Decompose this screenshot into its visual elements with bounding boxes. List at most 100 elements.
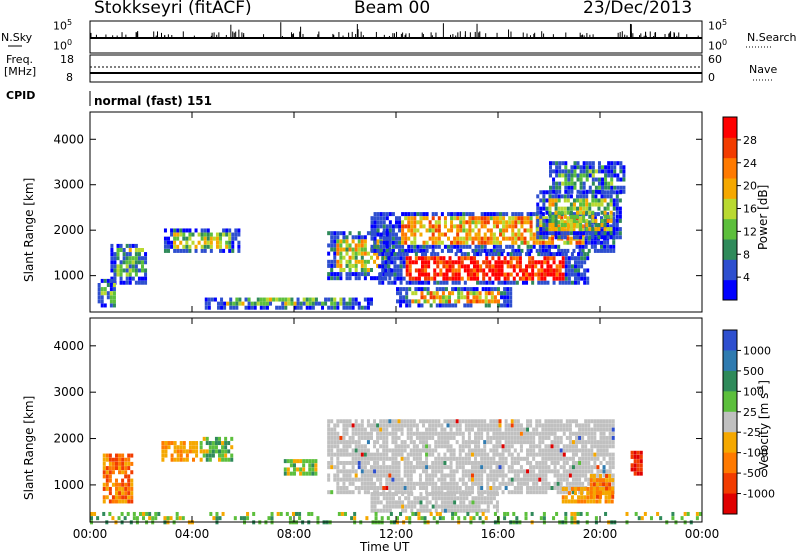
- velocity-cell: [584, 465, 588, 470]
- velocity-cell: [127, 482, 131, 487]
- velocity-cell: [474, 473, 478, 478]
- velocity-cell: [522, 440, 526, 445]
- power-cell: [424, 268, 428, 273]
- velocity-cell: [605, 435, 609, 440]
- velocity-cell: [516, 427, 520, 432]
- velocity-cell: [354, 477, 358, 482]
- power-cell: [379, 244, 383, 249]
- velocity-cell: [379, 444, 383, 449]
- power-cell: [492, 232, 496, 237]
- velocity-cell: [504, 444, 508, 449]
- velocity-cell: [270, 511, 274, 516]
- power-cell: [405, 295, 409, 300]
- velocity-cell: [431, 435, 435, 440]
- velocity-cell: [547, 444, 551, 449]
- power-cell: [539, 190, 543, 195]
- power-cell: [612, 198, 616, 203]
- velocity-cell: [350, 516, 354, 521]
- power-cell: [509, 260, 513, 265]
- velocity-cell: [354, 452, 358, 457]
- velocity-cell: [562, 427, 566, 432]
- power-cell: [213, 297, 217, 302]
- power-cell: [557, 214, 561, 219]
- power-cell: [544, 216, 548, 221]
- power-cell: [528, 252, 532, 257]
- velocity-cell: [547, 427, 551, 432]
- velocity-cell: [388, 500, 392, 505]
- velocity-cell: [562, 456, 566, 461]
- power-cell: [203, 236, 207, 241]
- velocity-cell: [477, 444, 481, 449]
- power-cell: [555, 272, 559, 277]
- velocity-cell: [398, 500, 402, 505]
- power-cell: [393, 276, 397, 281]
- power-cell: [618, 227, 622, 232]
- velocity-cell: [529, 486, 533, 491]
- power-cell: [489, 212, 493, 217]
- velocity-cell: [373, 492, 377, 497]
- power-cell: [476, 264, 480, 269]
- velocity-cell: [370, 492, 374, 497]
- velocity-cell: [495, 465, 499, 470]
- power-cell: [549, 185, 552, 190]
- velocity-cell: [409, 448, 413, 453]
- power-cell: [176, 244, 180, 249]
- power-cell: [427, 276, 431, 281]
- velocity-cell: [440, 469, 444, 474]
- velocity-cell: [443, 460, 447, 465]
- power-cell: [480, 240, 484, 245]
- velocity-cell: [292, 463, 296, 468]
- power-cell: [537, 280, 541, 285]
- power-cell: [357, 276, 361, 281]
- power-cell: [402, 299, 406, 304]
- velocity-cell: [513, 460, 517, 465]
- power-cell: [609, 235, 613, 240]
- power-cell: [585, 218, 589, 223]
- velocity-cell: [553, 423, 557, 428]
- velocity-cell: [388, 465, 392, 470]
- velocity-cell: [394, 456, 398, 461]
- power-cell: [563, 223, 567, 227]
- velocity-cell: [443, 431, 447, 436]
- velocity-cell: [595, 494, 599, 499]
- power-cell: [459, 248, 463, 253]
- velocity-cell: [179, 441, 183, 446]
- power-cell: [525, 268, 529, 273]
- power-cell: [231, 236, 235, 241]
- velocity-cell: [443, 496, 447, 501]
- velocity-cell: [513, 477, 517, 482]
- velocity-cell: [370, 496, 374, 501]
- velocity-cell: [373, 419, 377, 424]
- velocity-cell: [541, 490, 545, 495]
- velocity-cell: [472, 516, 476, 521]
- power-cell: [342, 297, 346, 302]
- velocity-cell: [108, 470, 112, 475]
- power-cell: [618, 235, 622, 240]
- velocity-cell: [394, 465, 398, 470]
- velocity-cell: [330, 490, 334, 495]
- power-cell: [119, 260, 123, 265]
- velocity-cell: [90, 516, 93, 521]
- power-cell: [506, 303, 510, 308]
- velocity-cell: [489, 477, 493, 482]
- velocity-cell: [154, 516, 158, 521]
- velocity-cell: [477, 440, 481, 445]
- power-cell: [494, 264, 498, 269]
- power-cell: [583, 268, 587, 273]
- power-cell: [122, 256, 126, 261]
- velocity-cell: [605, 444, 609, 449]
- power-cell: [363, 235, 367, 240]
- velocity-cell: [593, 435, 597, 440]
- velocity-cell: [550, 431, 554, 436]
- velocity-cell: [212, 516, 216, 521]
- velocity-cell: [604, 511, 608, 516]
- power-cell: [582, 218, 586, 223]
- velocity-cell: [461, 456, 465, 461]
- power-cell: [109, 283, 113, 287]
- power-cell: [330, 297, 334, 302]
- velocity-cell: [477, 452, 481, 457]
- power-cell: [582, 210, 586, 215]
- power-cell: [572, 228, 576, 233]
- power-cell: [612, 248, 616, 253]
